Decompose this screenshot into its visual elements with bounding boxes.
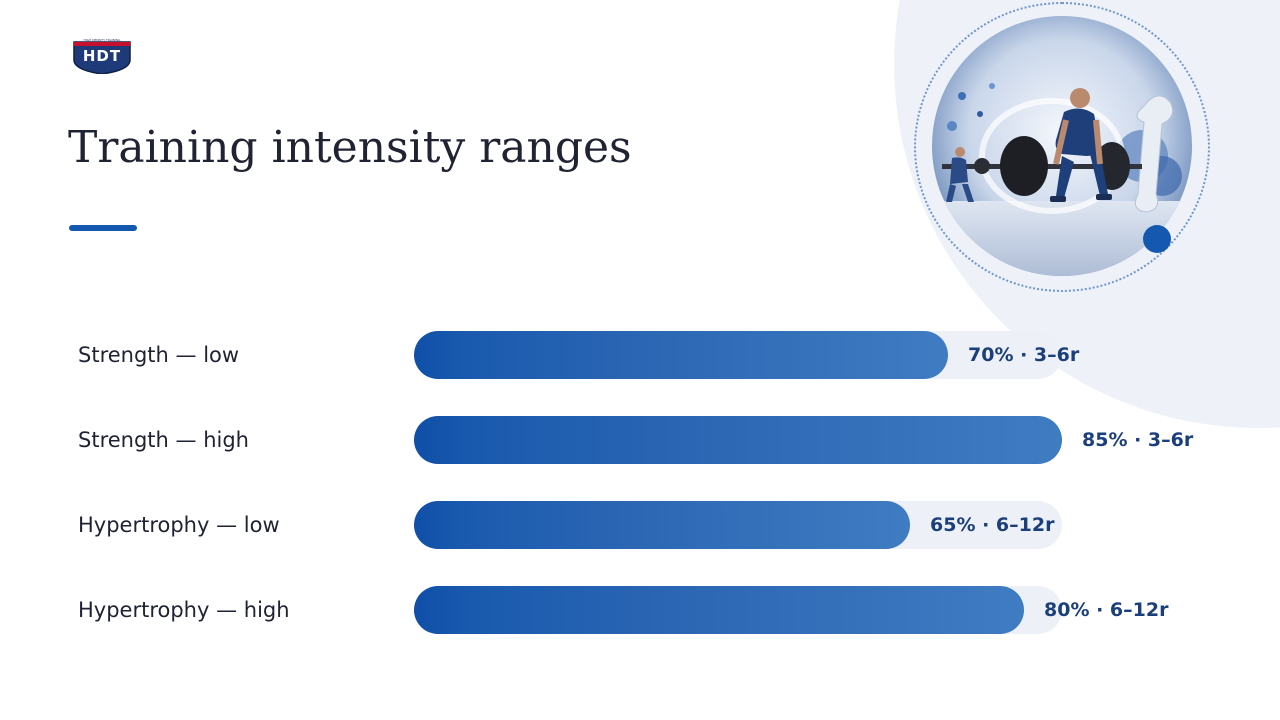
row-label-hypertrophy-low: Hypertrophy — low [78, 513, 280, 537]
bar-fill-strength-low [414, 331, 948, 379]
bar-value-hypertrophy-high: 80% · 6–12r [1044, 599, 1169, 621]
row-label-strength-low: Strength — low [78, 343, 240, 367]
bar-track-hypertrophy-low [414, 501, 1062, 549]
bar-value-hypertrophy-low: 65% · 6–12r [930, 514, 1055, 536]
bar-fill-hypertrophy-low [414, 501, 910, 549]
logo: HIGH DENSITY TRAINING HDT [72, 38, 132, 74]
bar-track-hypertrophy-high [414, 586, 1062, 634]
row-label-hypertrophy-high: Hypertrophy — high [78, 598, 290, 622]
shield-icon [73, 41, 131, 74]
bar-value-strength-high: 85% · 3–6r [1082, 429, 1194, 451]
row-label-strength-high: Strength — high [78, 428, 249, 452]
logo-tagline: HIGH DENSITY TRAINING [83, 38, 121, 42]
title-underline [69, 225, 137, 231]
accent-dot [1143, 225, 1171, 253]
bar-fill-hypertrophy-high [414, 586, 1024, 634]
bar-fill-strength-high [414, 416, 1062, 464]
dotted-ring [914, 2, 1210, 292]
bar-track-strength-low [414, 331, 1062, 379]
logo-text: HDT [82, 47, 122, 65]
page-title: Training intensity ranges [68, 122, 632, 173]
bar-value-strength-low: 70% · 3–6r [968, 344, 1080, 366]
bar-track-strength-high [414, 416, 1062, 464]
